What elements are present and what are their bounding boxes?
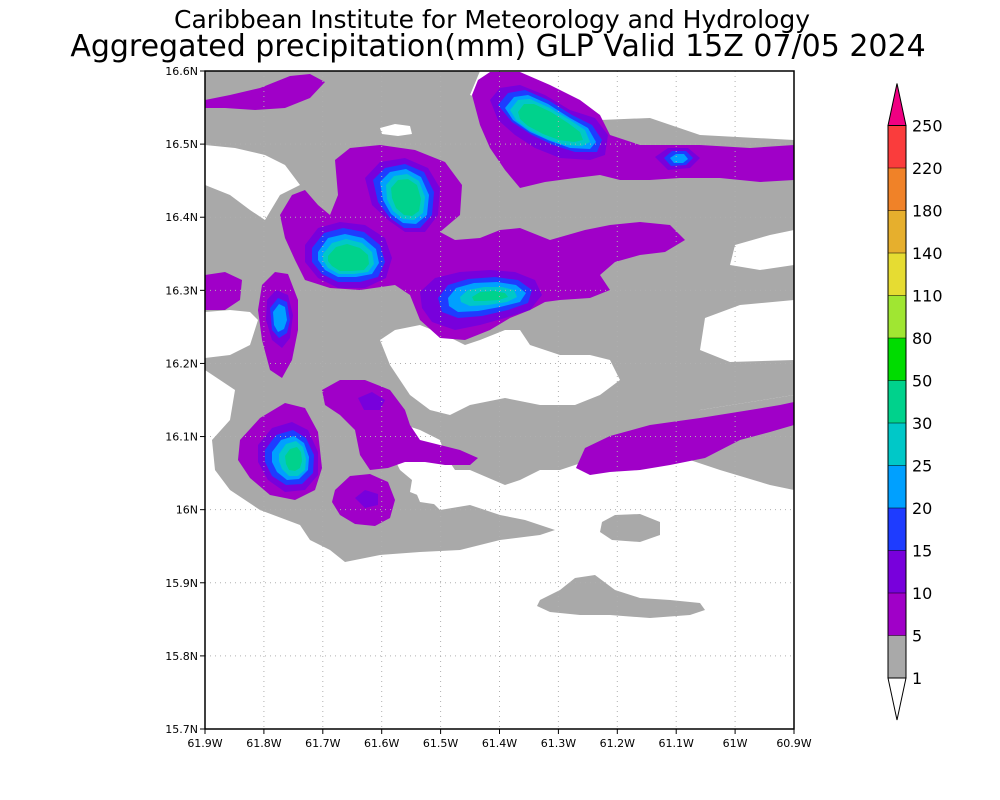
lon-tick-label: 61.7W [305,737,340,750]
colorbar-label: 140 [912,244,943,263]
lat-tick-label: 15.7N [165,723,198,736]
title-institute: Caribbean Institute for Meteorology and … [174,5,810,34]
magenta-top-left [205,74,325,110]
colorbar-label: 20 [912,499,932,518]
green-north-center-core [391,179,421,216]
colorbar-swatch [888,508,906,551]
lon-tick-label: 61.2W [600,737,635,750]
magenta-east-band [576,402,794,475]
lat-tick-label: 16.5N [165,138,198,151]
colorbar-swatch [888,295,906,338]
colorbar-swatch [888,125,906,168]
colorbar-swatch [888,168,906,211]
lat-tick-label: 15.9N [165,577,198,590]
lon-tick-label: 61.1W [659,737,694,750]
lat-tick-label: 16.3N [165,284,198,297]
lat-tick-label: 16.2N [165,357,198,370]
map-plot-area [205,71,794,729]
colorbar-swatch [888,423,906,466]
colorbar-label: 5 [912,627,922,646]
lon-tick-label: 61.9W [187,737,222,750]
colorbar-swatch [888,380,906,423]
colorbar-swatch [888,635,906,678]
colorbar-label: 25 [912,457,932,476]
colorbar-label: 250 [912,117,943,136]
violet-south-small-spot [355,490,378,508]
colorbar-swatch [888,550,906,593]
colorbar-label: 180 [912,202,943,221]
colorbar-label: 1 [912,669,922,688]
colorbar-label: 50 [912,372,932,391]
lat-tick-label: 16.1N [165,431,198,444]
colorbar-label: 110 [912,287,943,306]
lat-tick-label: 16.4N [165,211,198,224]
violet-south-center-spot [358,392,385,410]
green-southwest-core [285,447,302,471]
colorbar-swatch [888,253,906,296]
colorbar-swatch [888,465,906,508]
white-hole-upper-center [380,124,412,136]
title-product: Aggregated precipitation(mm) GLP Valid 1… [70,29,925,64]
lat-tick-label: 16N [176,504,198,517]
white-hole-west-strip [205,310,258,358]
lon-tick-label: 61W [723,737,748,750]
colorbar-label: 80 [912,329,932,348]
map-gridlines [205,71,794,729]
white-hole-northeast [600,71,794,118]
lon-tick-label: 61.5W [423,737,458,750]
colorbar-swatch [888,338,906,381]
colorbar-label: 220 [912,159,943,178]
lon-tick-label: 61.4W [482,737,517,750]
colorbar-swatch [888,593,906,636]
lightblue-west-core [273,304,287,332]
white-hole-center [380,325,620,415]
green-south-core [472,291,508,301]
green-north-core [518,104,583,142]
colorbar-label: 15 [912,542,932,561]
contour-30-50mm [285,104,583,471]
colorbar-label: 10 [912,584,932,603]
lon-tick-label: 61.3W [541,737,576,750]
gray-south-blob [537,575,705,618]
colorbar-label: 30 [912,414,932,433]
gray-small-blob [600,514,660,542]
colorbar-swatch [888,210,906,253]
lightblue-east-spot [670,154,688,163]
colorbar-upper-triangle [887,83,907,126]
lon-tick-label: 61.6W [364,737,399,750]
map-axes: 61.9W 61.8W 61.7W 61.6W 61.5W 61.4W 61.3W 61.2W… [165,65,812,750]
white-hole-south-left [415,480,460,505]
colorbar-lower-triangle [887,677,907,721]
white-hole-southeast [750,490,794,502]
green-central-core [328,244,369,271]
no-rain-areas [205,71,794,505]
lon-tick-label: 60.9W [776,737,811,750]
white-hole-northwest [205,145,300,220]
magenta-west-edge [205,272,242,310]
lat-tick-label: 15.8N [165,650,198,663]
lon-tick-label: 61.8W [246,737,281,750]
lat-tick-label: 16.6N [165,65,198,78]
